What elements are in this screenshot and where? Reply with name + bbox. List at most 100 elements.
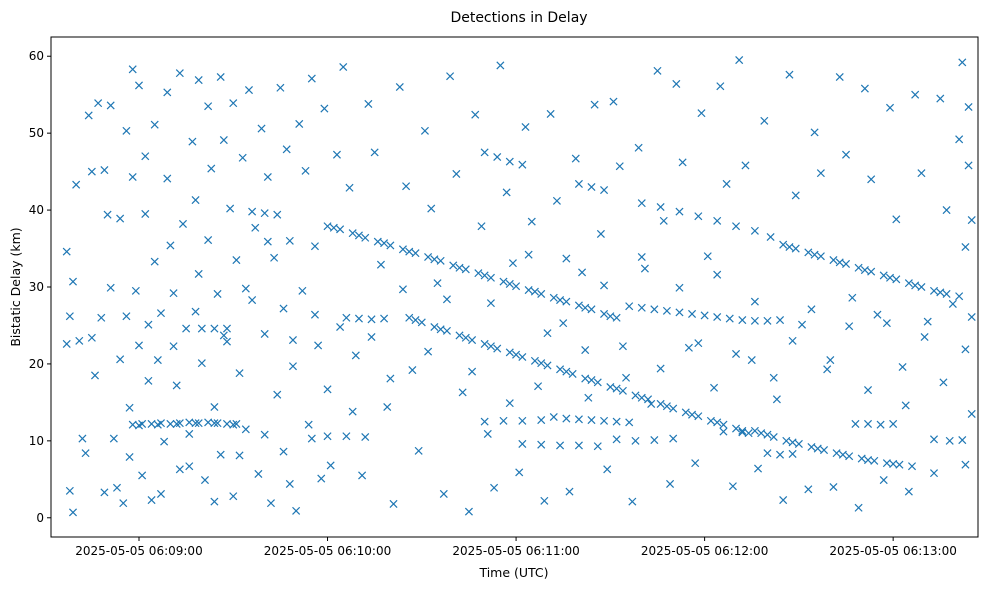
x-tick-label: 2025-05-05 06:11:00 xyxy=(452,544,579,558)
data-point xyxy=(273,390,282,399)
x-axis-label: Time (UTC) xyxy=(478,565,548,580)
data-point xyxy=(911,281,920,290)
data-point xyxy=(175,465,184,474)
data-point xyxy=(845,322,854,331)
data-point xyxy=(568,369,577,378)
data-point xyxy=(929,435,939,444)
data-point xyxy=(581,303,590,312)
data-point xyxy=(160,437,169,446)
data-point xyxy=(298,286,307,295)
data-point xyxy=(600,281,609,290)
y-tick-label: 10 xyxy=(29,434,44,448)
data-point xyxy=(675,207,684,216)
data-point xyxy=(185,462,194,471)
data-point xyxy=(354,314,363,323)
data-point xyxy=(125,452,134,462)
data-point xyxy=(204,102,213,111)
data-point xyxy=(166,419,175,428)
data-point xyxy=(659,216,668,225)
data-point xyxy=(150,120,159,129)
data-point xyxy=(666,479,675,488)
data-point xyxy=(600,416,609,425)
data-point xyxy=(480,148,489,157)
data-point xyxy=(779,496,788,505)
data-point xyxy=(766,232,775,242)
data-point xyxy=(178,219,188,228)
data-point xyxy=(776,316,785,325)
data-point xyxy=(713,270,722,279)
data-point xyxy=(241,425,250,434)
data-point xyxy=(364,99,373,108)
data-point xyxy=(596,229,605,238)
data-point xyxy=(210,419,219,428)
data-point xyxy=(131,286,140,295)
data-point xyxy=(530,356,539,365)
data-point xyxy=(612,313,621,322)
data-point xyxy=(505,157,514,166)
data-point xyxy=(307,74,316,83)
data-point xyxy=(87,167,96,176)
data-point xyxy=(134,341,144,350)
data-point xyxy=(474,269,483,278)
data-point xyxy=(65,486,74,495)
data-point xyxy=(194,419,203,428)
data-point xyxy=(229,420,238,429)
data-point xyxy=(153,420,162,429)
data-point xyxy=(716,82,725,91)
data-point xyxy=(697,109,706,118)
data-point xyxy=(191,196,200,205)
data-point xyxy=(150,257,159,266)
data-point xyxy=(229,492,238,501)
data-point xyxy=(863,456,873,465)
data-point xyxy=(955,292,964,301)
data-point xyxy=(892,275,901,284)
data-point xyxy=(763,316,772,325)
data-point xyxy=(361,233,370,242)
data-point xyxy=(857,454,866,463)
data-point xyxy=(122,312,131,321)
data-point xyxy=(97,313,106,322)
data-point xyxy=(669,404,678,413)
data-point xyxy=(618,342,627,351)
data-point xyxy=(197,359,206,368)
data-point xyxy=(94,99,103,108)
data-point xyxy=(562,414,571,423)
data-point xyxy=(942,206,951,215)
data-point xyxy=(436,325,445,334)
data-point xyxy=(235,369,244,378)
data-point xyxy=(889,419,898,428)
data-point xyxy=(719,420,728,429)
data-point xyxy=(219,331,228,340)
data-point xyxy=(703,252,712,261)
data-point xyxy=(119,499,128,508)
data-point xyxy=(769,432,778,442)
data-point xyxy=(945,436,954,445)
data-point xyxy=(785,70,794,79)
data-point xyxy=(380,314,389,323)
data-point xyxy=(810,250,819,259)
data-point xyxy=(90,371,100,380)
data-point xyxy=(320,104,329,113)
data-point xyxy=(342,313,351,322)
data-point xyxy=(210,497,219,506)
data-point xyxy=(763,449,772,458)
data-point xyxy=(339,62,348,72)
data-point xyxy=(816,169,825,178)
data-point xyxy=(584,393,593,402)
data-point xyxy=(153,356,162,365)
data-point xyxy=(260,209,269,218)
data-point xyxy=(229,99,238,108)
data-point xyxy=(650,436,659,445)
data-point xyxy=(348,229,357,238)
data-point xyxy=(518,352,527,362)
data-point xyxy=(656,364,665,373)
data-point xyxy=(166,241,175,250)
data-point xyxy=(559,319,568,328)
data-point xyxy=(688,410,697,419)
data-point xyxy=(207,164,216,173)
data-point xyxy=(169,342,178,351)
data-point xyxy=(911,90,920,99)
data-point xyxy=(78,434,87,443)
data-point xyxy=(694,212,703,221)
data-point xyxy=(757,429,766,438)
